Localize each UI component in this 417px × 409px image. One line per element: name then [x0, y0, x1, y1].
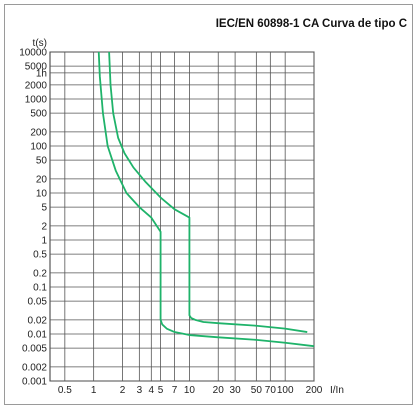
y-tick-label: 0.005	[22, 344, 47, 355]
y-tick-label: 5	[41, 203, 47, 214]
y-tick-label: 100	[30, 142, 47, 153]
y-tick-label: 10000	[19, 48, 47, 59]
y-tick-label: 20	[36, 174, 48, 185]
x-tick-label: 30	[230, 385, 242, 396]
y-tick-label: 50	[36, 156, 48, 167]
y-tick-label: 1000	[25, 95, 48, 106]
x-tick-label: 4	[149, 385, 155, 396]
x-tick-label: 70	[265, 385, 277, 396]
y-tick-label: 0.5	[33, 250, 47, 261]
x-axis-label: I/In	[330, 385, 344, 396]
x-tick-label: 100	[277, 385, 294, 396]
x-tick-label: 10	[184, 385, 196, 396]
trip-curve-1	[97, 51, 315, 348]
x-tick-label: 1	[91, 385, 97, 396]
x-tick-label: 7	[172, 385, 178, 396]
y-tick-label: 0.01	[28, 330, 48, 341]
x-tick-label: 2	[120, 385, 126, 396]
y-tick-label: 1h	[36, 68, 47, 79]
y-tick-label: 200	[30, 127, 47, 138]
y-tick-label: 0.1	[33, 283, 47, 294]
y-tick-label: 500	[30, 109, 47, 120]
y-tick-label: 5000	[25, 62, 48, 73]
y-tick-label: 0.002	[22, 362, 47, 373]
y-tick-label: 10	[36, 189, 48, 200]
y-tick-label: 1	[41, 236, 47, 247]
x-tick-label: 50	[251, 385, 263, 396]
x-tick-label: 0.5	[58, 385, 72, 396]
x-tick-label: 200	[306, 385, 323, 396]
y-tick-label: 0.02	[28, 315, 48, 326]
y-tick-label: 2	[41, 221, 47, 232]
y-axis-label: t(s)	[33, 38, 47, 49]
y-tick-label: 2000	[25, 80, 48, 91]
y-tick-label: 0.05	[28, 297, 48, 308]
plot-area	[49, 51, 315, 382]
trip-curve-2	[108, 51, 308, 333]
x-tick-label: 20	[213, 385, 225, 396]
x-tick-label: 3	[137, 385, 143, 396]
x-tick-label: 5	[158, 385, 164, 396]
chart-frame	[4, 4, 413, 405]
y-tick-label: 0.2	[33, 268, 47, 279]
chart-title: IEC/EN 60898-1 CA Curva de tipo C	[215, 18, 407, 30]
y-tick-label: 0.001	[22, 377, 47, 388]
